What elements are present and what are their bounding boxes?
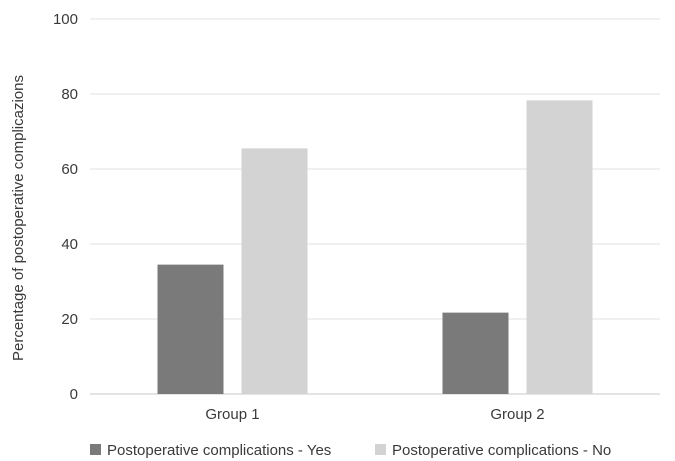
legend-label: Postoperative complications - No [392, 442, 611, 459]
legend-label: Postoperative complications - Yes [107, 442, 331, 459]
bar-no-2 [526, 100, 593, 394]
y-tick-label: 60 [61, 161, 78, 178]
x-tick-label: Group 2 [490, 406, 544, 423]
x-axis-ticks: Group 1 Group 2 [205, 406, 544, 423]
y-tick-label: 80 [61, 86, 78, 103]
bar-yes-2 [442, 312, 509, 394]
legend-swatch [90, 444, 101, 455]
y-axis-ticks: 0 20 40 60 80 100 [53, 11, 78, 403]
bar-yes-1 [157, 264, 224, 394]
bars [157, 100, 593, 394]
x-tick-label: Group 1 [205, 406, 259, 423]
y-tick-label: 40 [61, 236, 78, 253]
y-tick-label: 0 [70, 386, 78, 403]
y-tick-label: 20 [61, 311, 78, 328]
y-axis-title: Percentage of postoperative complicazion… [10, 75, 27, 361]
legend-swatch [375, 444, 386, 455]
bar-no-1 [241, 148, 308, 394]
y-tick-label: 100 [53, 11, 78, 28]
legend: Postoperative complications - Yes Postope… [90, 442, 611, 459]
